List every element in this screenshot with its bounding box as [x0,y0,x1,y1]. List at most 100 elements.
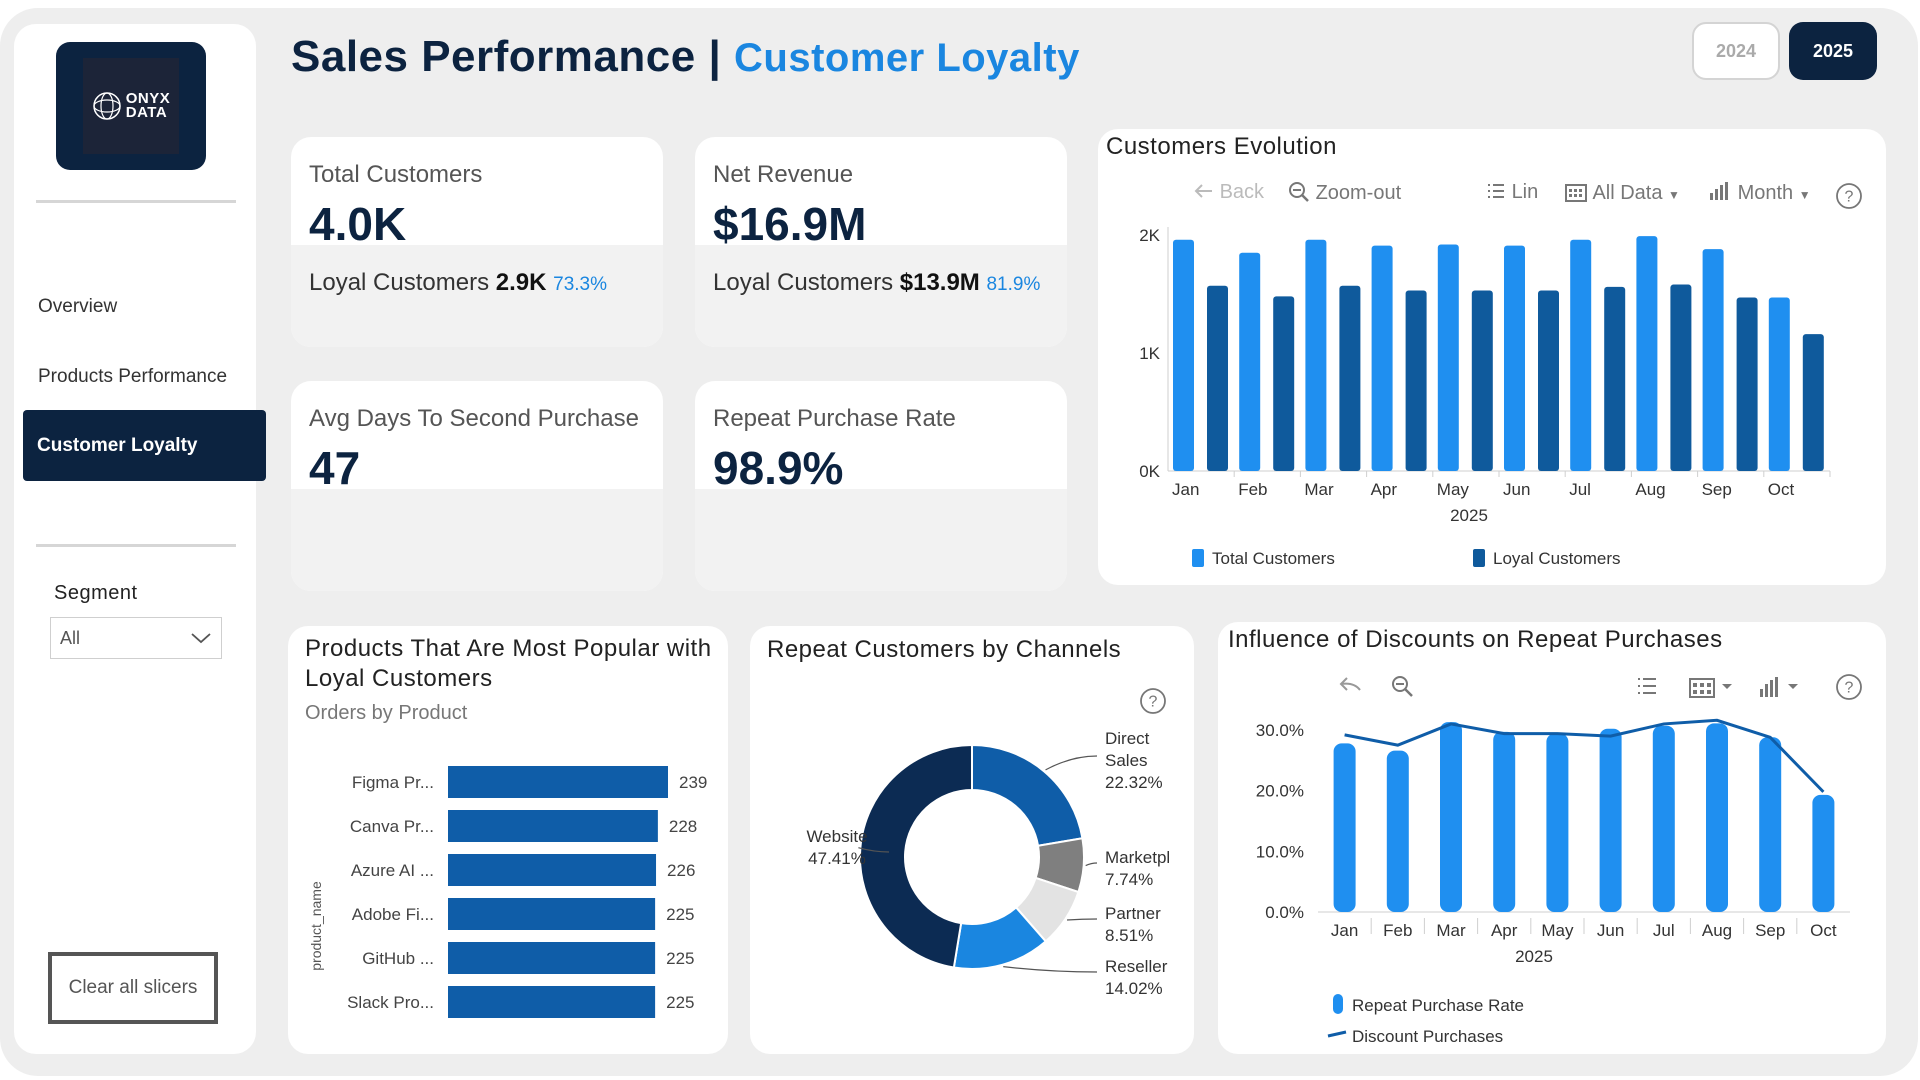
x-tick-label: Aug [1702,921,1732,940]
repeat-rate-bar[interactable] [1812,794,1835,912]
bar-loyal-customers[interactable] [1670,284,1692,471]
bar-loyal-customers[interactable] [1538,290,1559,471]
svg-text:?: ? [1845,680,1854,697]
product-label: Canva Pr... [350,817,434,836]
back-button[interactable]: Back [1194,181,1264,204]
product-bar[interactable] [448,986,656,1018]
repeat-rate-bar[interactable] [1493,731,1516,912]
customers-evolution-chart: 0K 1K 2K Jan Feb Mar Apr May Jun Jul Aug Sep Oct 2025… [1139,226,1831,568]
product-bar[interactable] [448,942,656,974]
calendar-icon[interactable] [1688,674,1736,700]
y-tick-label: 0.0% [1265,903,1304,922]
logo-line2: DATA [125,104,168,121]
bar-loyal-customers[interactable] [1604,286,1626,471]
y-tick-label: 30.0% [1256,721,1304,740]
nav-overview[interactable]: Overview [38,296,118,317]
kpi-label: Net Revenue [713,161,854,188]
panel-title: Customers Evolution [1106,133,1337,160]
segment-value: All [60,627,81,648]
bar-total-customers[interactable] [1239,252,1261,471]
bar-loyal-customers[interactable] [1802,334,1824,471]
discount-purchases-line[interactable] [1344,718,1825,793]
legend-label[interactable]: Total Customers [1212,549,1335,568]
zoom-out-button[interactable]: Zoom-out [1288,181,1401,205]
year-2025-button[interactable]: 2025 [1789,22,1877,80]
back-arrow-icon[interactable] [1338,674,1364,696]
calendar-icon [1565,184,1587,202]
sidebar: ONYX DATA Overview Products Performance … [14,24,266,1054]
repeat-rate-bar[interactable] [1599,728,1622,912]
x-tick-label: Jun [1597,921,1624,940]
repeat-rate-bar[interactable] [1759,737,1782,912]
svg-text:?: ? [1149,694,1158,711]
repeat-rate-bar[interactable] [1706,723,1728,912]
kpi-sub-label: Loyal Customers [309,269,490,296]
bar-total-customers[interactable] [1371,245,1393,471]
bar-total-customers[interactable] [1437,244,1459,471]
year-2024-button[interactable]: 2024 [1692,22,1780,80]
repeat-rate-bar[interactable] [1652,725,1675,912]
bar-value-label: 225 [666,905,694,924]
bar-loyal-customers[interactable] [1736,297,1758,471]
slice-pct-label: 7.74% [1105,870,1153,889]
repeat-rate-bar[interactable] [1386,750,1409,912]
product-bar[interactable] [448,854,657,886]
bar-chart-icon[interactable] [1758,674,1806,700]
slice-pct-label: 8.51% [1105,926,1153,945]
donut-slice[interactable] [859,743,973,969]
x-tick-label: Mar [1436,921,1466,940]
product-label: GitHub ... [362,949,434,968]
x-tick-label: Sep [1755,921,1785,940]
clear-all-slicers-button[interactable]: Clear all slicers [48,952,218,1024]
help-icon[interactable]: ? [1834,181,1864,211]
bar-loyal-customers[interactable] [1273,296,1295,471]
caret-down-icon: ▼ [1668,188,1680,202]
bar-total-customers[interactable] [1570,239,1592,471]
legend-swatch [1473,549,1485,567]
list-icon[interactable] [1636,676,1658,696]
kpi-label: Total Customers [309,161,483,188]
legend-swatch-line [1327,1030,1347,1038]
range-dropdown[interactable]: All Data ▼ [1564,181,1680,205]
bar-total-customers[interactable] [1504,245,1525,471]
bar-loyal-customers[interactable] [1405,290,1427,471]
repeat-rate-bar[interactable] [1440,722,1462,912]
repeat-rate-bar[interactable] [1333,743,1356,912]
bar-loyal-customers[interactable] [1207,285,1228,471]
legend-swatch-bar [1333,994,1343,1014]
help-icon[interactable]: ? [1834,672,1864,702]
zoom-out-icon[interactable] [1390,674,1416,700]
kpi-label: Avg Days To Second Purchase [309,405,639,432]
product-bar[interactable] [448,898,656,930]
repeat-rate-bar[interactable] [1546,733,1569,912]
discounts-combo-chart: 0.0% 10.0% 20.0% 30.0% Jan Feb Mar Apr May Jun Jul… [1256,718,1850,1046]
product-bar[interactable] [448,766,668,798]
bar-loyal-customers[interactable] [1339,285,1361,471]
help-icon[interactable]: ? [1138,686,1168,716]
logo-line1: ONYX [125,90,171,107]
granularity-label: Month [1737,182,1794,204]
scale-toggle[interactable]: Lin [1486,181,1538,204]
leader-line [1066,918,1098,921]
donut-slice[interactable] [971,743,1084,847]
bar-total-customers[interactable] [1702,249,1724,471]
bar-total-customers[interactable] [1768,297,1790,471]
nav-customer-loyalty[interactable]: Customer Loyalty [23,410,266,481]
kpi-sub-label: Loyal Customers [713,269,894,296]
legend-label[interactable]: Repeat Purchase Rate [1352,996,1524,1015]
bar-total-customers[interactable] [1305,239,1327,471]
nav-products-performance[interactable]: Products Performance [38,366,228,387]
title-separator: | [708,32,722,81]
bar-total-customers[interactable] [1173,239,1194,471]
legend-label[interactable]: Discount Purchases [1352,1027,1503,1046]
bar-loyal-customers[interactable] [1471,290,1493,471]
granularity-dropdown[interactable]: Month ▼ [1708,181,1811,205]
product-bar[interactable] [448,810,658,842]
slice-label: Website [806,827,867,846]
segment-dropdown[interactable]: All [50,617,222,659]
svg-text:?: ? [1845,189,1854,206]
bar-total-customers[interactable] [1636,236,1658,471]
panel-title: Products That Are Most Popular with Loya… [305,635,712,692]
legend-label[interactable]: Loyal Customers [1493,549,1621,568]
x-tick-label: May [1437,480,1470,499]
